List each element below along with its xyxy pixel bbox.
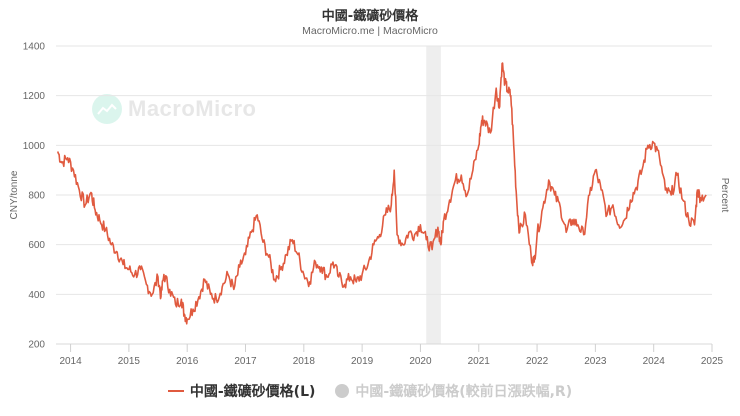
x-tick-label: 2017 (234, 356, 257, 367)
gridlines (56, 45, 712, 345)
legend-label: 中國-鐵礦砂價格(較前日漲跌幅,R) (355, 384, 573, 400)
x-tick-label: 2024 (643, 356, 666, 367)
legend: 中國-鐵礦砂價格(L) 中國-鐵礦砂價格(較前日漲跌幅,R) (0, 381, 740, 401)
y-tick-label: 1400 (23, 42, 46, 53)
y-axis-left: 200 400 600 800 1000 1200 1400 (23, 42, 46, 351)
x-tick-label: 2020 (409, 356, 432, 367)
legend-dot-marker (335, 384, 350, 398)
y-tick-label: 400 (28, 290, 45, 301)
watermark-text: MacroMicro (128, 96, 257, 121)
y-axis-title-right: Percent (719, 178, 730, 213)
y-tick-label: 800 (28, 191, 45, 202)
legend-label: 中國-鐵礦砂價格(L) (189, 384, 316, 400)
x-axis: 2014 2015 2016 2017 2018 2019 2020 2021 2022 2023… (59, 344, 724, 367)
x-tick-label: 2019 (351, 356, 374, 367)
x-tick-label: 2018 (293, 356, 316, 367)
y-tick-label: 1000 (23, 141, 46, 152)
x-tick-label: 2021 (468, 356, 491, 367)
y-tick-label: 600 (28, 240, 45, 251)
x-tick-label: 2023 (584, 356, 607, 367)
y-tick-label: 1200 (23, 91, 46, 102)
legend-line-marker (167, 390, 184, 392)
series-line-iron-ore-price[interactable] (56, 62, 707, 325)
x-tick-label: 2015 (118, 356, 141, 367)
x-tick-label: 2014 (59, 356, 82, 367)
x-tick-label: 2025 (701, 356, 724, 367)
x-tick-label: 2016 (176, 356, 199, 367)
y-axis-title-left: CNY/tonne (9, 170, 20, 219)
x-tick-label: 2022 (526, 356, 549, 367)
y-tick-label: 200 (28, 340, 45, 351)
legend-item-daily-change[interactable]: 中國-鐵礦砂價格(較前日漲跌幅,R) (335, 381, 572, 401)
chart-subtitle: MacroMicro.me | MacroMicro (302, 25, 438, 37)
chart-title: 中國-鐵礦砂價格 (321, 9, 419, 24)
watermark: MacroMicro (92, 94, 256, 124)
legend-item-price[interactable]: 中國-鐵礦砂價格(L) (167, 381, 316, 401)
chart-line-icon (92, 94, 122, 124)
